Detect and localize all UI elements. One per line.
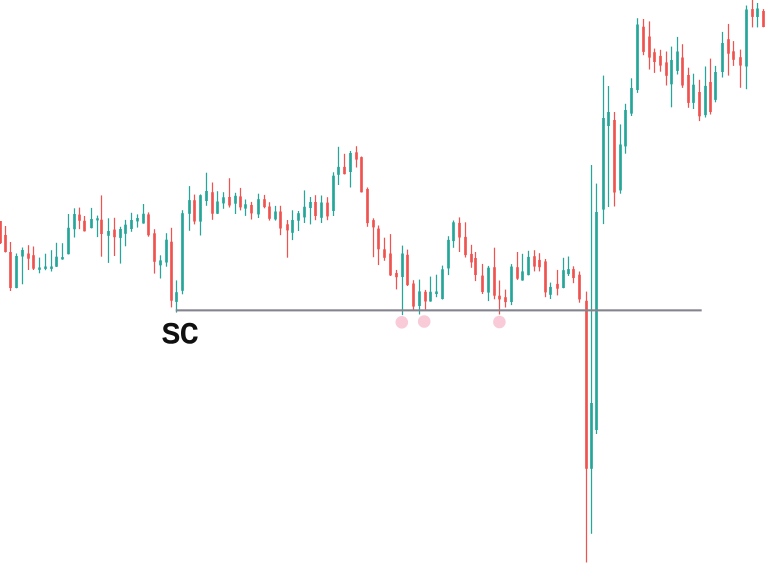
svg-text:sc: sc [162, 310, 198, 351]
